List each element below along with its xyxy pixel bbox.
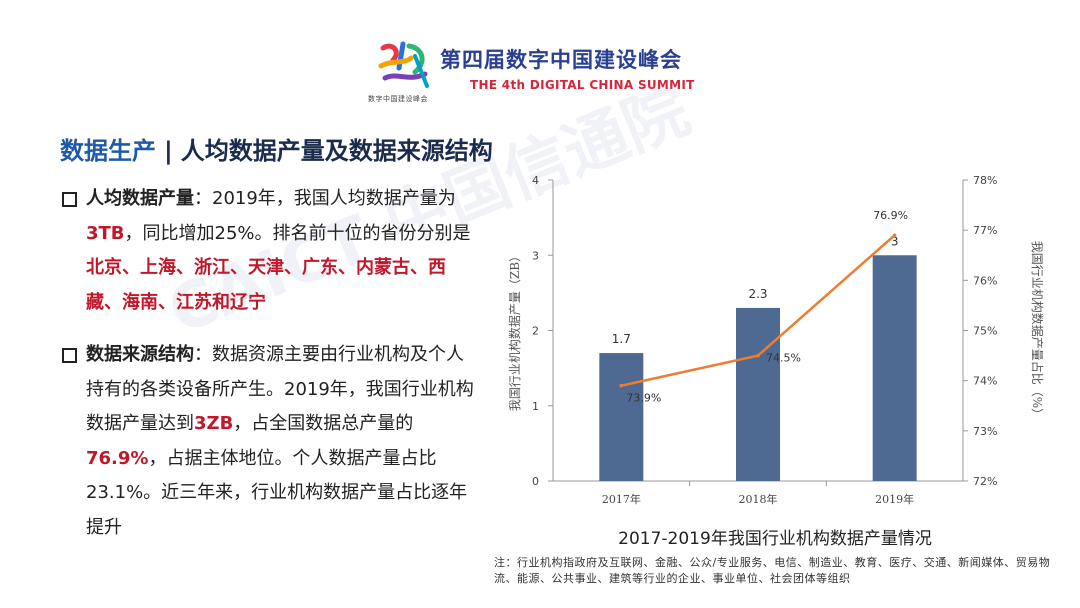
line-point — [892, 233, 897, 237]
left-tick-label: 0 — [532, 475, 539, 488]
bar — [736, 307, 780, 481]
highlight-percent: 76.9% — [86, 447, 149, 469]
left-tick-label: 2 — [532, 325, 539, 338]
right-tick-label: 73% — [973, 425, 997, 438]
highlight-value: 3TB — [86, 222, 125, 244]
checkbox-square-icon — [62, 192, 77, 207]
left-tick-label: 3 — [532, 249, 539, 262]
bullet-text: ：2019年，我国人均数据产量为 — [194, 188, 456, 209]
bullet-source-structure: 数据来源结构：数据资源主要由行业机构及个人持有的各类设备所产生。2019年，我国… — [60, 338, 480, 545]
bullet-text: ，占据主体地位。个人数据产量占比23.1%。近三年来，行业机构数据产量占比逐年提… — [86, 447, 468, 538]
bullet-head: 人均数据产量 — [86, 188, 194, 209]
summit-title-en: THE 4th DIGITAL CHINA SUMMIT — [470, 78, 695, 92]
checkbox-square-icon — [62, 348, 77, 363]
title-part2: 人均数据产量及数据来源结构 — [180, 137, 493, 165]
title-separator: | — [164, 137, 173, 165]
logo-subtitle: 数字中国建设峰会 — [368, 95, 428, 103]
line-data-label: 76.9% — [873, 209, 908, 222]
x-tick-label: 2017年 — [602, 492, 641, 506]
bar-data-label: 2.3 — [748, 287, 767, 301]
line-point — [619, 383, 624, 388]
line-point — [756, 353, 760, 358]
bullet-per-capita: 人均数据产量：2019年，我国人均数据产量为 3TB，同比增加25%。排名前十位的… — [60, 182, 480, 320]
bullet-text: ，占全国数据总产量的 — [233, 413, 414, 434]
bullet-head: 数据来源结构 — [86, 344, 194, 365]
bar-data-label: 3 — [891, 234, 899, 248]
left-tick-label: 1 — [532, 400, 539, 413]
bar — [872, 255, 917, 481]
right-tick-label: 78% — [973, 174, 997, 187]
bullet-text: ：数据资源主要由行业机构及个人持有的各类设备所产生。2019年，我国行业机构数据… — [86, 344, 474, 434]
page-title: 数据生产 | 人均数据产量及数据来源结构 — [60, 131, 493, 166]
x-tick-label: 2019年 — [875, 492, 914, 506]
left-tick-label: 4 — [532, 174, 539, 187]
right-tick-label: 72% — [973, 475, 997, 488]
summit-logo-icon — [378, 41, 429, 88]
bullet-list: 人均数据产量：2019年，我国人均数据产量为 3TB，同比增加25%。排名前十位的… — [60, 182, 480, 563]
line-data-label: 74.5% — [766, 352, 801, 365]
bar-line-chart: 0 1 2 3 4 72% 73% 74% 75% 76% 77% 78% 2017年 2018年 2019… — [507, 174, 1045, 506]
bullet-text: ，同比增加25%。排名前十位的省份分别是 — [124, 222, 471, 244]
highlight-provinces: 北京、上海、浙江、天津、广东、内蒙古、西藏、海南、江苏和辽宁 — [86, 257, 446, 313]
left-axis-title: 我国行业机构数据产量（ZB） — [507, 250, 522, 411]
right-axis-title: 我国行业机构数据产量占比（%） — [1030, 241, 1045, 420]
x-tick-label: 2018年 — [739, 492, 778, 506]
right-tick-label: 77% — [973, 224, 997, 237]
right-tick-label: 76% — [973, 274, 997, 287]
chart-title: 2017-2019年我国行业机构数据产量情况 — [618, 529, 932, 549]
bar-data-label: 1.7 — [612, 332, 631, 346]
highlight-value: 3ZB — [194, 413, 234, 434]
header: 数字中国建设峰会 第四届数字中国建设峰会 THE 4th DIGITAL CHI… — [0, 0, 1080, 120]
line-data-label: 73.9% — [626, 392, 661, 405]
right-tick-label: 75% — [973, 325, 997, 338]
bar — [599, 353, 644, 481]
footnote: 注：行业机构指政府及互联网、金融、公众/专业服务、电信、制造业、教育、医疗、交通… — [494, 556, 1051, 585]
title-part1: 数据生产 — [60, 137, 156, 165]
right-tick-label: 74% — [973, 375, 997, 388]
summit-title-cn: 第四届数字中国建设峰会 — [440, 48, 682, 72]
